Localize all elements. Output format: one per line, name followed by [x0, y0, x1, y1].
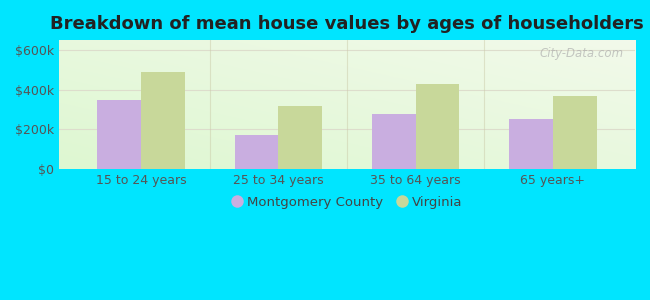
Bar: [415, 84, 460, 169]
Bar: [235, 135, 278, 169]
Bar: [278, 106, 322, 169]
Legend: Montgomery County, Virginia: Montgomery County, Virginia: [226, 190, 468, 214]
Bar: [509, 118, 552, 169]
Bar: [552, 96, 597, 169]
Bar: [98, 100, 141, 169]
Text: City-Data.com: City-Data.com: [540, 46, 623, 60]
Bar: [141, 72, 185, 169]
Title: Breakdown of mean house values by ages of householders: Breakdown of mean house values by ages o…: [50, 15, 644, 33]
Bar: [372, 114, 415, 169]
